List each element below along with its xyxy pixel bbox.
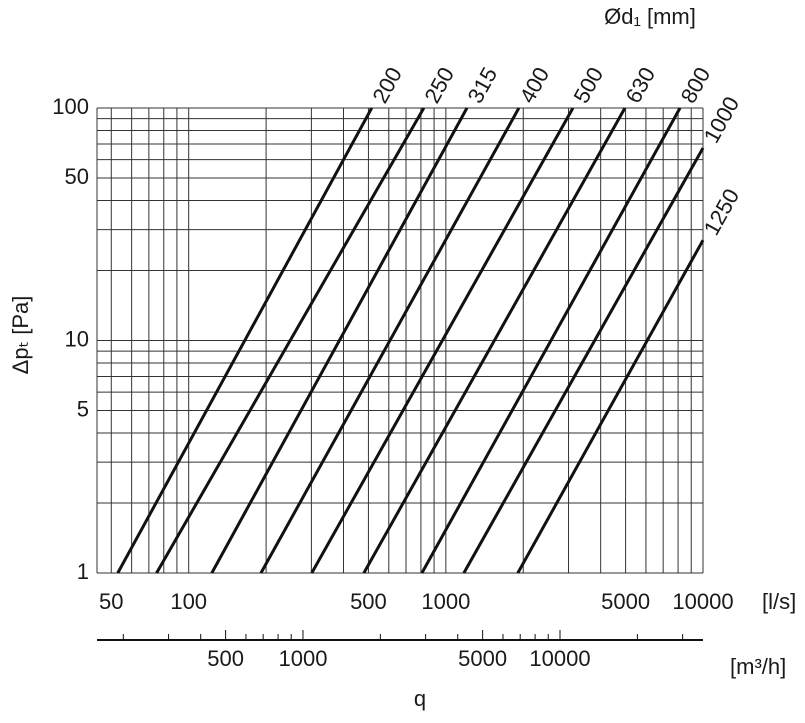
y-tick-label: 1: [77, 559, 89, 584]
x-tick-label: 500: [350, 589, 387, 614]
y-tick-label: 100: [52, 94, 89, 119]
series-label: 500: [569, 63, 609, 107]
series-line: [155, 107, 426, 574]
x-axis-label: q: [414, 686, 426, 711]
x2-unit: [m³/h]: [730, 654, 786, 679]
y-axis-label: Δpₜ [Pa]: [8, 296, 33, 375]
series-label: 250: [419, 63, 459, 107]
series-line: [516, 239, 705, 574]
x2-tick-label: 5000: [458, 646, 507, 671]
series-label: 1000: [699, 92, 745, 147]
y-tick-label: 50: [65, 164, 89, 189]
series-label: 630: [621, 63, 661, 107]
series-label: 200: [367, 63, 407, 107]
y-tick-label: 10: [65, 326, 89, 351]
series-line: [420, 107, 682, 574]
series-line: [310, 107, 575, 574]
x-tick-label: 50: [99, 589, 123, 614]
y-tick-label: 5: [77, 396, 89, 421]
series-label: 400: [514, 63, 554, 107]
x-unit: [l/s]: [762, 589, 796, 614]
series-line: [362, 107, 627, 574]
series-line: [116, 107, 374, 574]
x-tick-label: 1000: [421, 589, 470, 614]
series-label: 800: [676, 63, 716, 107]
series-label: 315: [463, 63, 503, 107]
x2-tick-label: 500: [207, 646, 244, 671]
series-line: [462, 147, 705, 574]
legend-title: Ød₁ [mm]: [604, 4, 696, 29]
x2-tick-label: 10000: [529, 646, 590, 671]
series-line: [210, 107, 469, 574]
series-label: 1250: [699, 185, 745, 240]
x2-tick-label: 1000: [278, 646, 327, 671]
x-tick-label: 100: [170, 589, 207, 614]
x-tick-label: 5000: [601, 589, 650, 614]
series-line: [259, 107, 521, 574]
x-tick-label: 10000: [672, 589, 733, 614]
